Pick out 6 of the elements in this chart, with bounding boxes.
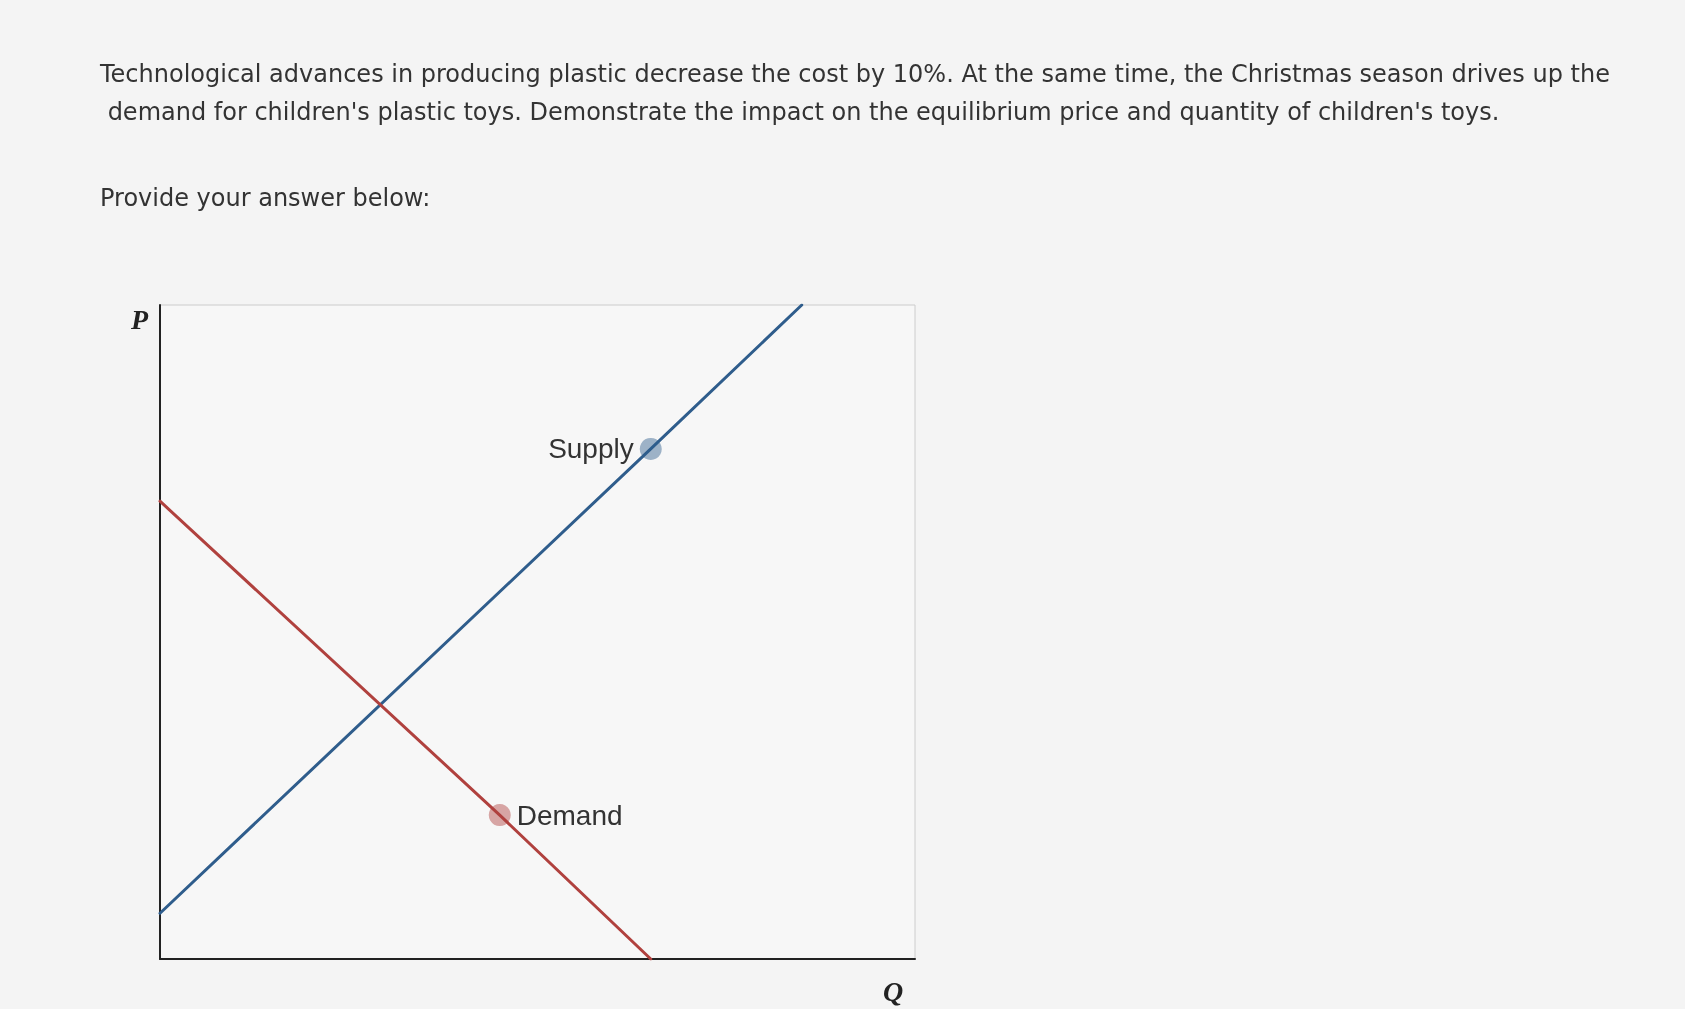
series-label: Demand (516, 799, 623, 831)
chart-subtitle: Provide your answer below: (100, 184, 431, 212)
y-axis-title: P (129, 303, 149, 335)
x-axis-title: Q (883, 975, 904, 1007)
series-label: Supply (548, 433, 634, 465)
chart-title: Technological advances in producing plastic decrease the cost by 10%. At the same time, the Christmas season drives up the demand for children's plastic toys. Demonstrate the impact on the equilibrium price and quantity of children's toys. (99, 60, 1610, 126)
